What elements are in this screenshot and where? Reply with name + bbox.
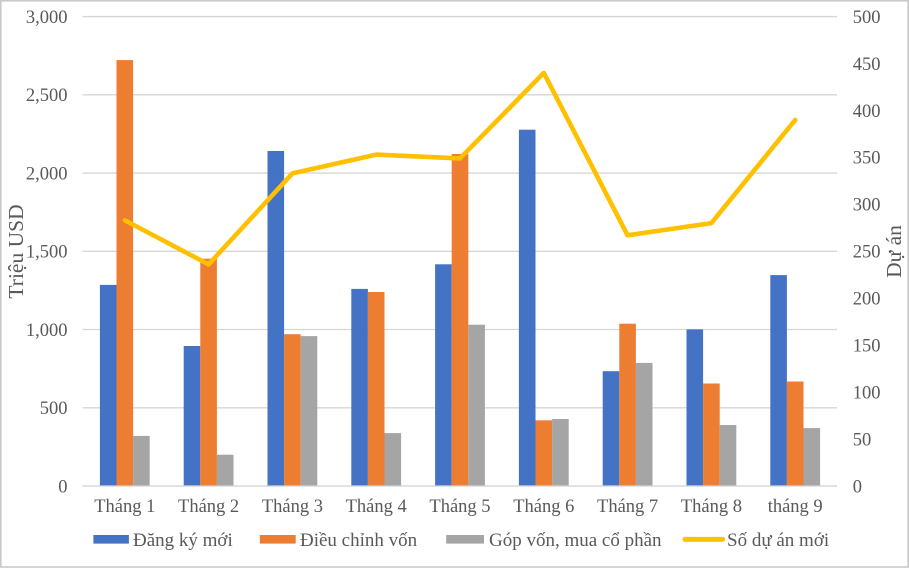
svg-text:2,000: 2,000: [26, 164, 68, 184]
svg-text:Điều chỉnh vốn: Điều chỉnh vốn: [300, 530, 418, 551]
svg-text:1,500: 1,500: [26, 243, 68, 263]
svg-text:200: 200: [853, 290, 881, 310]
svg-text:150: 150: [853, 337, 881, 357]
svg-text:Góp vốn, mua cổ phần: Góp vốn, mua cổ phần: [489, 530, 662, 551]
svg-text:2,500: 2,500: [26, 86, 68, 106]
svg-text:0: 0: [853, 477, 862, 497]
svg-text:Tháng 1: Tháng 1: [94, 497, 155, 517]
svg-text:0: 0: [58, 477, 67, 497]
svg-text:100: 100: [853, 383, 881, 403]
svg-text:Tháng 2: Tháng 2: [178, 497, 239, 517]
svg-text:Tháng 3: Tháng 3: [262, 497, 323, 517]
svg-text:Triệu USD: Triệu USD: [4, 204, 28, 298]
svg-text:3,000: 3,000: [26, 8, 68, 28]
svg-text:450: 450: [853, 55, 881, 75]
svg-text:50: 50: [853, 430, 872, 450]
svg-text:Tháng 7: Tháng 7: [597, 497, 658, 517]
svg-text:500: 500: [40, 399, 68, 419]
svg-text:400: 400: [853, 102, 881, 122]
svg-text:250: 250: [853, 243, 881, 263]
svg-text:Đăng ký mới: Đăng ký mới: [133, 530, 233, 551]
svg-text:500: 500: [853, 8, 881, 28]
svg-text:1,000: 1,000: [26, 321, 68, 341]
svg-text:Tháng 6: Tháng 6: [513, 497, 574, 517]
svg-text:Dự án: Dự án: [882, 225, 906, 278]
svg-text:350: 350: [853, 149, 881, 169]
svg-text:Tháng 8: Tháng 8: [681, 497, 742, 517]
svg-text:Số dự án mới: Số dự án mới: [727, 530, 829, 551]
svg-text:Tháng 4: Tháng 4: [346, 497, 407, 517]
svg-text:300: 300: [853, 196, 881, 216]
svg-text:tháng 9: tháng 9: [768, 497, 823, 517]
svg-text:Tháng 5: Tháng 5: [429, 497, 490, 517]
